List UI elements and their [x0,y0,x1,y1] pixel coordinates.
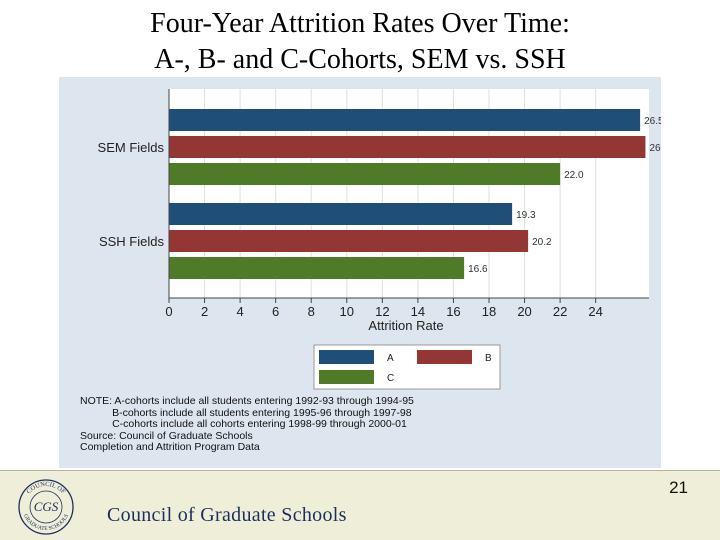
slide-title: Four-Year Attrition Rates Over Time: A-,… [0,6,720,78]
note-line: NOTE: A-cohorts include all students ent… [80,395,414,407]
footer-org-name: Council of Graduate Schools [107,504,347,526]
note-line: B-cohorts include all students entering … [80,406,412,419]
x-tick-label: 6 [272,304,279,319]
x-tick-label: 22 [553,304,567,319]
x-tick-label: 0 [165,304,172,319]
bar-value-label: 16.6 [468,264,488,275]
x-tick-label: 18 [482,304,496,319]
logo-ring-top: COUNCIL OF [25,481,67,496]
x-tick-label: 8 [308,304,315,319]
chart-note: NOTE: A-cohorts include all students ent… [80,395,414,454]
title-line-1: Four-Year Attrition Rates Over Time: [150,8,570,39]
bar-b-1 [169,230,529,252]
x-tick-label: 14 [411,304,425,319]
footer-divider [0,470,720,471]
legend-swatch-c [319,370,374,384]
page-number: 21 [669,478,688,497]
bar-value-label: 26.5 [644,116,661,127]
bar-value-label: 19.3 [516,210,536,221]
legend-label-b: B [485,353,492,364]
x-tick-label: 16 [446,304,460,319]
cgs-seal-logo: COUNCIL OF GRADUATE SCHOOLS CGS [18,479,74,535]
legend-swatch-a [319,350,374,364]
bar-b-0 [169,136,646,158]
legend-label-c: C [387,373,394,384]
footer-bar [0,470,720,540]
bar-value-label: 26.8 [649,143,661,154]
legend-swatch-b [417,350,472,364]
x-tick-label: 10 [340,304,354,319]
x-tick-label: 12 [375,304,389,319]
x-tick-label: 20 [517,304,531,319]
x-tick-label: 24 [588,304,602,319]
note-source: Source: Council of Graduate Schools [80,429,253,442]
attrition-bar-chart: 26.5 26.8 22.0 SEM Fields 19.3 20.2 16.6 SSH Fi… [98,89,661,390]
bar-c-1 [169,257,465,279]
bar-a-0 [169,109,641,131]
x-tick-label: 4 [236,304,243,319]
legend-label-a: A [387,353,394,364]
note-source-detail: Completion and Attrition Program Data [80,441,260,453]
bar-c-0 [169,163,561,185]
bar-value-label: 22.0 [564,170,584,181]
bar-a-1 [169,203,513,225]
title-line-2: A-, B- and C-Cohorts, SEM vs. SSH [154,44,566,75]
x-tick-label: 2 [201,304,208,319]
category-label: SSH Fields [99,234,165,249]
bar-value-label: 20.2 [532,237,552,248]
category-label: SEM Fields [98,140,165,155]
note-line: C-cohorts include all cohorts entering 1… [80,418,407,430]
logo-monogram: CGS [34,499,59,514]
chart-panel: 26.5 26.8 22.0 SEM Fields 19.3 20.2 16.6 SSH Fi… [59,77,661,468]
x-axis-label: Attrition Rate [368,318,443,333]
